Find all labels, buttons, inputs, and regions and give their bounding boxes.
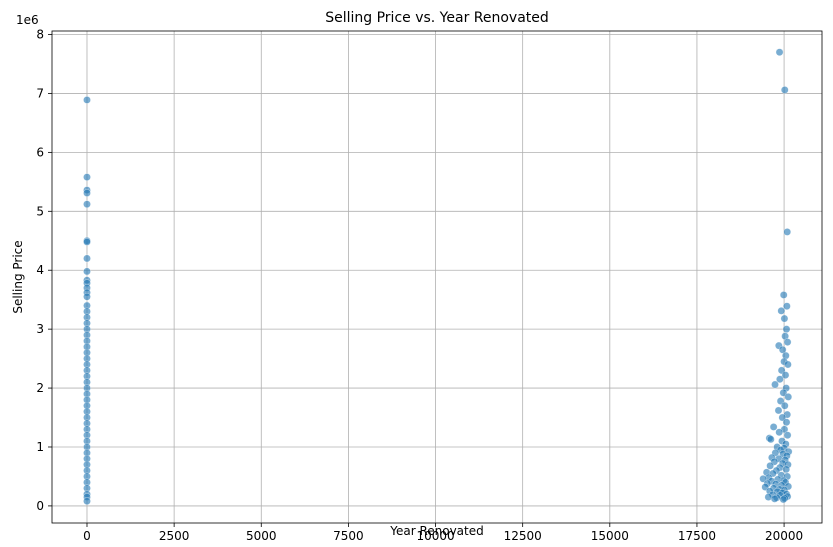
x-tick-label: 0 (83, 529, 91, 543)
data-point (783, 302, 791, 311)
x-tick-label: 20000 (765, 529, 803, 543)
data-point (779, 495, 788, 504)
data-point (780, 314, 789, 323)
axis-ticks: 0 2500 5000 7500 10000 12500 15000 17500 20000 0 1… (36, 28, 803, 543)
data-point (83, 96, 91, 104)
data-points (83, 48, 793, 506)
y-tick-label: 5 (36, 204, 44, 218)
data-point (775, 428, 784, 437)
data-point (775, 48, 784, 57)
x-tick-label: 2500 (159, 529, 190, 543)
data-point (83, 200, 91, 209)
data-point (771, 380, 779, 389)
x-tick-label: 5000 (246, 529, 277, 543)
data-point (784, 360, 792, 369)
x-axis-title: Year Renovated (389, 524, 484, 538)
data-point (780, 401, 789, 410)
y-tick-label: 6 (36, 145, 44, 159)
x-tick-label: 12500 (504, 529, 542, 543)
data-point (776, 375, 784, 384)
y-tick-label: 3 (36, 322, 44, 336)
data-point (774, 406, 783, 415)
data-point (83, 254, 91, 263)
x-tick-label: 17500 (678, 529, 716, 543)
data-point (778, 345, 787, 354)
y-tick-label: 0 (36, 499, 44, 513)
data-point (766, 435, 775, 444)
data-point (779, 291, 788, 299)
x-tick-label: 10000 (416, 529, 454, 543)
data-point (783, 228, 792, 236)
data-point (781, 371, 790, 379)
y-tick-label: 7 (36, 86, 44, 100)
data-point (83, 497, 91, 506)
data-point (83, 189, 91, 197)
data-point (780, 86, 789, 94)
data-point (782, 465, 791, 474)
data-point (783, 338, 792, 346)
y-axis-title: Selling Price (11, 240, 25, 313)
data-point (783, 431, 792, 440)
data-point (83, 173, 91, 181)
plot-frame (51, 30, 823, 524)
y-tick-label: 4 (36, 263, 44, 277)
grid (52, 31, 822, 523)
data-point (83, 292, 91, 301)
y-tick-label: 1 (36, 440, 44, 454)
x-tick-label: 7500 (333, 529, 364, 543)
data-point (769, 423, 778, 431)
data-point (83, 267, 91, 276)
y-tick-label: 2 (36, 381, 44, 395)
y-offset-label: 1e6 (16, 13, 39, 27)
data-point (782, 325, 791, 333)
data-point (784, 393, 793, 401)
x-tick-label: 15000 (591, 529, 629, 543)
data-point (766, 461, 774, 470)
data-point (83, 238, 91, 246)
data-point (777, 307, 786, 315)
chart-title: Selling Price vs. Year Renovated (325, 10, 549, 26)
data-point (770, 494, 779, 503)
y-tick-label: 8 (36, 28, 44, 42)
data-point (779, 388, 788, 397)
data-point (782, 418, 791, 427)
